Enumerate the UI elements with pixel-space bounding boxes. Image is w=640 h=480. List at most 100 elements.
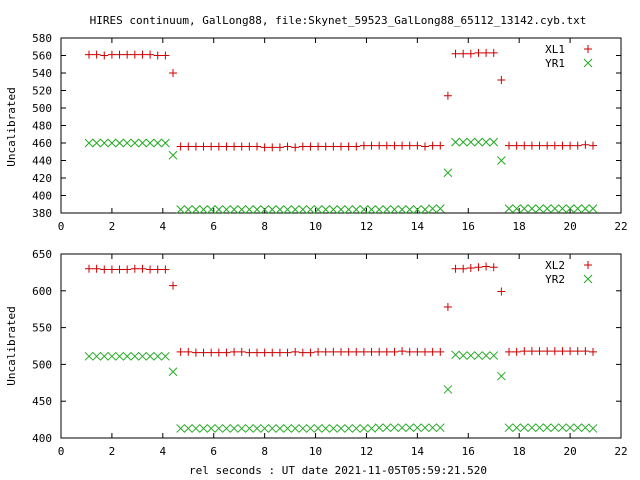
- data-point-XL1: [466, 49, 475, 58]
- data-point-XL2: [474, 263, 483, 272]
- data-point-XL2: [245, 348, 254, 357]
- data-point-YR1: [512, 204, 521, 213]
- data-point-YR1: [145, 138, 155, 148]
- data-point-YR1: [222, 205, 231, 214]
- data-point-YR1: [581, 204, 590, 213]
- data-point-XL2: [130, 264, 139, 273]
- x-tick-label: 20: [563, 220, 576, 233]
- data-point-YR1: [191, 205, 201, 214]
- data-point-XL1: [115, 50, 124, 59]
- data-point-YR2: [474, 351, 483, 360]
- data-point-XL2: [184, 347, 193, 356]
- data-point-YR2: [84, 351, 94, 361]
- data-point-YR2: [489, 351, 499, 360]
- data-point-XL2: [230, 347, 239, 356]
- data-point-YR2: [183, 424, 193, 433]
- chart-title: HIRES continuum, GalLong88, file:Skynet_…: [90, 14, 587, 27]
- legend-marker-YR2: [583, 274, 593, 284]
- data-point-XL1: [146, 50, 155, 59]
- data-point-YR1: [313, 205, 323, 214]
- x-tick-label: 6: [210, 445, 217, 458]
- data-point-YR1: [390, 205, 399, 214]
- series-YR1: [84, 137, 598, 214]
- data-point-XL1: [535, 141, 544, 150]
- x-tick-label: 12: [360, 220, 373, 233]
- data-point-XL1: [314, 142, 323, 151]
- data-point-YR1: [344, 205, 353, 214]
- x-tick-label: 0: [58, 445, 65, 458]
- data-point-YR1: [550, 204, 560, 213]
- y-axis-label: Uncalibrated: [5, 87, 18, 166]
- data-point-YR1: [84, 138, 94, 148]
- data-point-XL2: [535, 347, 544, 356]
- x-tick-label: 8: [261, 445, 268, 458]
- data-point-YR1: [588, 204, 598, 213]
- data-point-XL1: [245, 142, 254, 151]
- data-point-XL1: [443, 91, 452, 100]
- data-point-XL1: [550, 141, 559, 150]
- data-point-XL1: [520, 141, 529, 150]
- data-point-XL2: [512, 347, 521, 356]
- data-point-XL2: [543, 347, 552, 356]
- data-point-XL1: [474, 48, 483, 57]
- data-point-YR1: [298, 205, 308, 214]
- data-point-YR1: [573, 204, 583, 213]
- data-point-YR2: [435, 423, 445, 433]
- data-point-YR2: [176, 424, 185, 433]
- series-XL2: [85, 262, 597, 357]
- data-point-XL2: [421, 347, 429, 356]
- x-tick-label: 10: [309, 445, 322, 458]
- data-point-YR1: [138, 138, 147, 148]
- data-point-XL1: [543, 141, 552, 150]
- x-tick-label: 8: [261, 220, 268, 233]
- data-point-YR2: [130, 351, 140, 361]
- data-point-YR2: [428, 423, 437, 433]
- data-point-YR2: [336, 424, 346, 433]
- data-point-YR1: [245, 205, 254, 214]
- data-point-XL1: [352, 142, 361, 151]
- x-tick-label: 12: [360, 445, 373, 458]
- data-point-YR2: [344, 424, 353, 433]
- data-point-XL1: [161, 51, 170, 60]
- x-tick-label: 18: [513, 445, 526, 458]
- legend-label-XL2: XL2: [545, 259, 565, 272]
- data-point-XL1: [459, 49, 468, 58]
- data-point-XL1: [169, 69, 177, 77]
- x-tick-label: 0: [58, 220, 65, 233]
- legend-label-YR2: YR2: [545, 273, 565, 286]
- data-point-YR1: [168, 150, 178, 160]
- data-point-YR1: [474, 137, 483, 147]
- data-point-XL2: [283, 348, 292, 357]
- data-point-XL2: [123, 265, 132, 274]
- x-tick-label: 10: [309, 220, 322, 233]
- data-point-XL2: [306, 348, 315, 357]
- y-tick-label: 460: [32, 137, 52, 150]
- data-point-YR2: [237, 424, 247, 433]
- data-point-YR1: [260, 205, 269, 214]
- data-point-YR1: [336, 205, 346, 214]
- data-point-XL1: [558, 141, 567, 150]
- data-point-XL1: [100, 51, 109, 60]
- data-point-XL1: [489, 48, 498, 57]
- data-point-XL2: [413, 347, 422, 356]
- series-YR2: [84, 350, 598, 433]
- data-point-YR1: [267, 205, 277, 214]
- x-tick-label: 22: [614, 220, 627, 233]
- data-point-XL1: [306, 142, 315, 151]
- data-point-YR2: [245, 424, 254, 433]
- data-point-YR2: [252, 424, 262, 433]
- data-point-YR1: [306, 205, 315, 214]
- data-point-XL1: [123, 50, 132, 59]
- data-point-YR2: [115, 351, 124, 361]
- x-tick-label: 22: [614, 445, 627, 458]
- data-point-XL2: [497, 287, 506, 296]
- data-point-XL1: [138, 50, 147, 59]
- y-tick-label: 560: [32, 50, 52, 63]
- data-point-YR2: [367, 424, 376, 433]
- data-point-XL1: [275, 143, 284, 152]
- data-point-XL1: [253, 142, 261, 151]
- data-point-YR1: [420, 205, 430, 214]
- bottom-panel: 0 2 4 6 8 10 12 14 16 18 20 22 400 450 500 550 600 650 Unc…: [5, 248, 628, 458]
- data-point-XL1: [298, 142, 307, 151]
- data-point-XL2: [436, 347, 445, 356]
